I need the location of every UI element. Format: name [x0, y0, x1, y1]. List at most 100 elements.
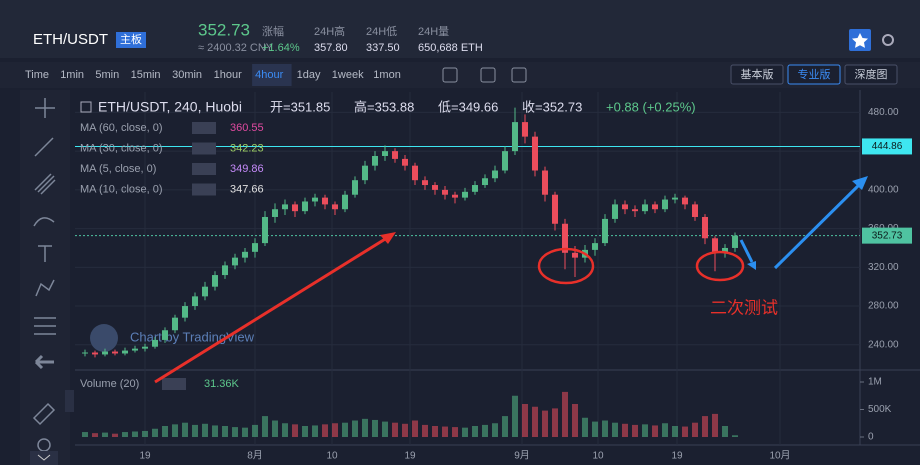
interval-button[interactable]: 1hour [214, 69, 242, 81]
candle-body [692, 204, 698, 217]
volume-bar [672, 426, 678, 437]
ma-settings[interactable] [192, 163, 216, 175]
volume-bar [592, 421, 598, 437]
candle-body [92, 352, 98, 355]
measure-tool[interactable] [34, 317, 56, 335]
interval-button[interactable]: 1day [297, 69, 321, 81]
interval-button[interactable]: 15min [131, 69, 161, 81]
ohlc-legend: 高=353.88 [354, 99, 414, 114]
volume-bar [192, 424, 198, 437]
v-tick-label: 1M [868, 377, 882, 388]
volume-bar [172, 424, 178, 437]
candle-body [392, 151, 398, 159]
legend-box[interactable] [80, 101, 92, 113]
volume-bar [332, 423, 338, 437]
volume-bar [362, 418, 368, 437]
version-button[interactable] [787, 64, 841, 85]
text-tool[interactable] [38, 245, 52, 262]
volume-bar [422, 424, 428, 437]
annotation: 二次测试 [710, 298, 778, 317]
ma-settings[interactable] [192, 142, 216, 155]
volume-bar [352, 420, 358, 437]
interval-button[interactable]: 1week [332, 69, 364, 81]
interval-button[interactable]: 4hour [255, 69, 283, 81]
volume-bar [242, 427, 248, 437]
ohlc-legend: 低=349.66 [438, 99, 498, 114]
price-label: 444.86 [872, 141, 903, 152]
volume-bar [292, 424, 298, 437]
candle-body [632, 209, 638, 212]
collapse-handle[interactable] [65, 390, 74, 412]
volume-bar [312, 425, 318, 437]
volume-bar [622, 423, 628, 437]
candle-body [432, 185, 438, 190]
volume-settings[interactable] [162, 378, 186, 390]
volume-bar [102, 432, 108, 437]
pattern-tool[interactable] [35, 279, 55, 297]
crosshair-tool[interactable] [35, 98, 55, 118]
ma-legend-value: 360.55 [230, 122, 264, 134]
volume-legend-value: 31.36K [204, 378, 240, 390]
volume-bar [532, 406, 538, 437]
volume-bar [482, 424, 488, 437]
blue-arrow [773, 180, 864, 270]
candle-body [252, 243, 258, 252]
volume-bar [82, 432, 88, 437]
candle-body [712, 238, 718, 253]
candle-body [532, 136, 538, 171]
brush-tool[interactable] [33, 217, 55, 227]
volume-bar [502, 416, 508, 437]
line-tool[interactable] [34, 137, 54, 157]
ma-settings[interactable] [192, 122, 216, 134]
toolbar-icon[interactable] [480, 67, 496, 83]
ruler-tool[interactable] [32, 402, 56, 426]
interval-button[interactable]: 5min [95, 69, 119, 81]
volume-bar [682, 426, 688, 437]
volume-bar [722, 426, 728, 437]
back-tool[interactable] [34, 354, 54, 370]
interval-button[interactable]: 30min [172, 69, 202, 81]
toolbar-icon[interactable] [511, 67, 527, 83]
volume-bar [612, 422, 618, 437]
candle-body [602, 218, 608, 244]
candle-body [732, 235, 738, 248]
volume-bar [572, 404, 578, 437]
interval-button[interactable]: Time [25, 69, 49, 81]
candle-body [212, 275, 218, 287]
ma-settings[interactable] [192, 183, 216, 196]
volume-legend-label: Volume (20) [80, 378, 139, 390]
candle-body [612, 204, 618, 219]
candle-body [222, 265, 228, 276]
volume-bar [492, 423, 498, 437]
y-tick-label: 280.00 [868, 301, 899, 312]
candle-body [302, 201, 308, 212]
candle-body [382, 151, 388, 156]
candle-body [162, 330, 168, 340]
candle-body [372, 155, 378, 166]
theme-button[interactable] [882, 34, 894, 46]
candle-body [462, 191, 468, 198]
circle-low-2 [695, 250, 745, 282]
stat-label: 24H低 [366, 25, 397, 38]
interval-button[interactable]: 1min [60, 69, 84, 81]
expand-button[interactable] [30, 451, 58, 465]
interval-button[interactable]: 1mon [373, 69, 401, 81]
toolbar-icon[interactable] [442, 67, 458, 83]
x-tick-label: 19 [404, 451, 416, 462]
candle-body [422, 180, 428, 186]
candle-body [502, 151, 508, 171]
version-button[interactable] [844, 64, 898, 85]
volume-bar [402, 423, 408, 437]
fib-tool[interactable] [34, 173, 56, 195]
volume-bar [442, 426, 448, 437]
candle-body [592, 243, 598, 250]
version-button[interactable] [730, 64, 784, 85]
volume-bar [142, 430, 148, 437]
v-tick-label: 500K [868, 404, 892, 415]
x-tick-label: 10 [592, 451, 604, 462]
chart-title: ETH/USDT, 240, Huobi [98, 99, 242, 115]
volume-bar [112, 433, 118, 437]
candle-body [472, 185, 478, 192]
volume-bar [272, 420, 278, 437]
stat-value: 357.80 [314, 42, 348, 54]
